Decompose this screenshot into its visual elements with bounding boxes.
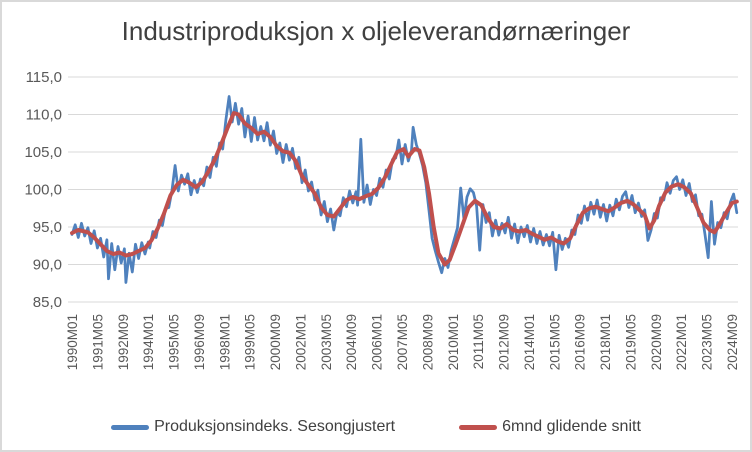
chart-title: Industriproduksjon x oljeleverandørnærin…	[121, 16, 631, 46]
x-axis-tick-label: 2003M05	[319, 314, 334, 370]
x-axis-tick-label: 2006M01	[370, 314, 385, 370]
x-axis-tick-label: 2008M09	[420, 314, 435, 370]
x-axis-tick-label: 1990M01	[65, 314, 80, 370]
x-axis-tick-label: 1996M09	[192, 314, 207, 370]
x-axis-tick-label: 1999M05	[243, 314, 258, 370]
x-axis-tick-label: 1994M01	[141, 314, 156, 370]
x-axis-tick-label: 2016M09	[573, 314, 588, 370]
y-axis-tick-label: 90,0	[33, 257, 62, 274]
x-axis-tick-label: 1992M09	[116, 314, 131, 370]
x-axis-tick-label: 2011M05	[471, 314, 486, 369]
x-axis-tick-label: 2012M09	[497, 314, 512, 370]
x-axis-tick-label: 1991M05	[90, 314, 105, 370]
x-axis-tick-label: 2018M01	[598, 314, 613, 370]
x-axis-tick-label: 2019M05	[623, 314, 638, 370]
y-axis-tick-label: 95,0	[33, 219, 62, 236]
x-axis-tick-label: 2002M01	[293, 314, 308, 370]
legend-label-produksjonsindeks: Produksjonsindeks. Sesongjustert	[154, 418, 396, 435]
x-axis-tick-label: 2000M09	[268, 314, 283, 370]
x-axis-tick-label: 2004M09	[344, 314, 359, 370]
x-axis-tick-label: 2010M01	[446, 314, 461, 370]
legend: Produksjonsindeks. Sesongjustert 6mnd gl…	[2, 418, 750, 436]
legend-item-glidende-snitt: 6mnd glidende snitt	[459, 418, 641, 436]
x-axis-tick-label: 2023M05	[700, 314, 715, 370]
x-axis-tick-label: 2007M05	[395, 314, 410, 370]
x-axis-tick-label: 2020M09	[649, 314, 664, 370]
x-axis-tick-label: 2014M01	[522, 314, 537, 370]
y-axis-tick-label: 105,0	[24, 144, 62, 161]
series-line-6mnd-glidende-snitt	[70, 111, 739, 267]
y-axis-tick-label: 85,0	[33, 294, 62, 311]
x-axis-tick-label: 2022M01	[674, 314, 689, 370]
x-axis-tick-label: 2024M09	[725, 314, 740, 370]
legend-item-produksjonsindeks: Produksjonsindeks. Sesongjustert	[111, 418, 395, 436]
x-axis-tick-label: 1998M01	[217, 314, 232, 370]
x-axis-tick-label: 2015M05	[547, 314, 562, 370]
y-axis-tick-label: 100,0	[24, 182, 62, 199]
y-axis-tick-label: 110,0	[26, 107, 62, 124]
legend-label-glidende-snitt: 6mnd glidende snitt	[502, 418, 641, 435]
x-axis-tick-label: 1995M05	[167, 314, 182, 370]
legend-marker-red-line	[459, 424, 498, 430]
legend-marker-blue-line	[111, 424, 150, 430]
y-axis-tick-label: 115,0	[26, 69, 62, 86]
